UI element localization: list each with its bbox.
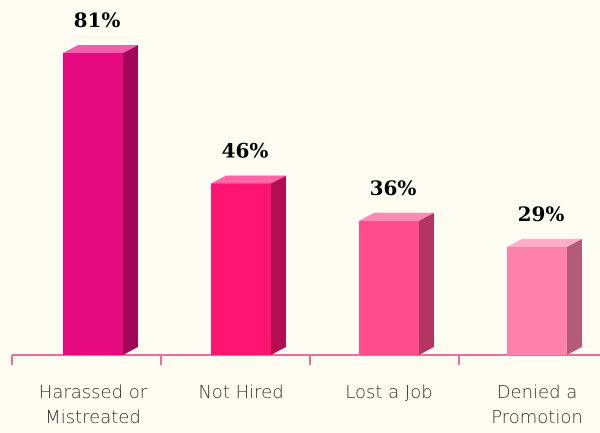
bar-front — [359, 220, 419, 355]
value-label: 36% — [370, 176, 417, 200]
bar-front — [63, 53, 123, 355]
value-label: 46% — [222, 138, 269, 162]
x-tick-label-line: Lost a Job — [345, 382, 432, 403]
value-label: 29% — [518, 202, 565, 226]
bar-side — [567, 238, 582, 355]
x-tick-label-line: Mistreated — [45, 407, 141, 428]
x-tick-label-line: Promotion — [491, 407, 583, 428]
x-tick-label: Not Hired — [198, 382, 283, 403]
x-tick-label: Harassed or Mistreated — [39, 382, 148, 428]
bar — [359, 212, 434, 355]
bar-top — [359, 212, 434, 221]
bar — [211, 175, 286, 355]
bar-top — [211, 175, 286, 184]
bar-side — [123, 45, 138, 355]
bar-top — [507, 238, 582, 247]
bar-front — [211, 183, 271, 355]
bar-top — [63, 45, 138, 53]
x-tick-label-line: Denied a — [497, 382, 578, 403]
bar — [63, 45, 138, 355]
x-tick-label-line: Harassed or — [39, 382, 148, 403]
value-label: 81% — [74, 8, 121, 32]
bar — [507, 238, 582, 355]
x-tick-label: Lost a Job — [345, 382, 432, 403]
bar-side — [271, 175, 286, 355]
bar-front — [507, 246, 567, 355]
bar-side — [419, 212, 434, 355]
x-tick-label: Denied a Promotion — [491, 382, 583, 428]
x-tick-label-line: Not Hired — [198, 382, 283, 403]
